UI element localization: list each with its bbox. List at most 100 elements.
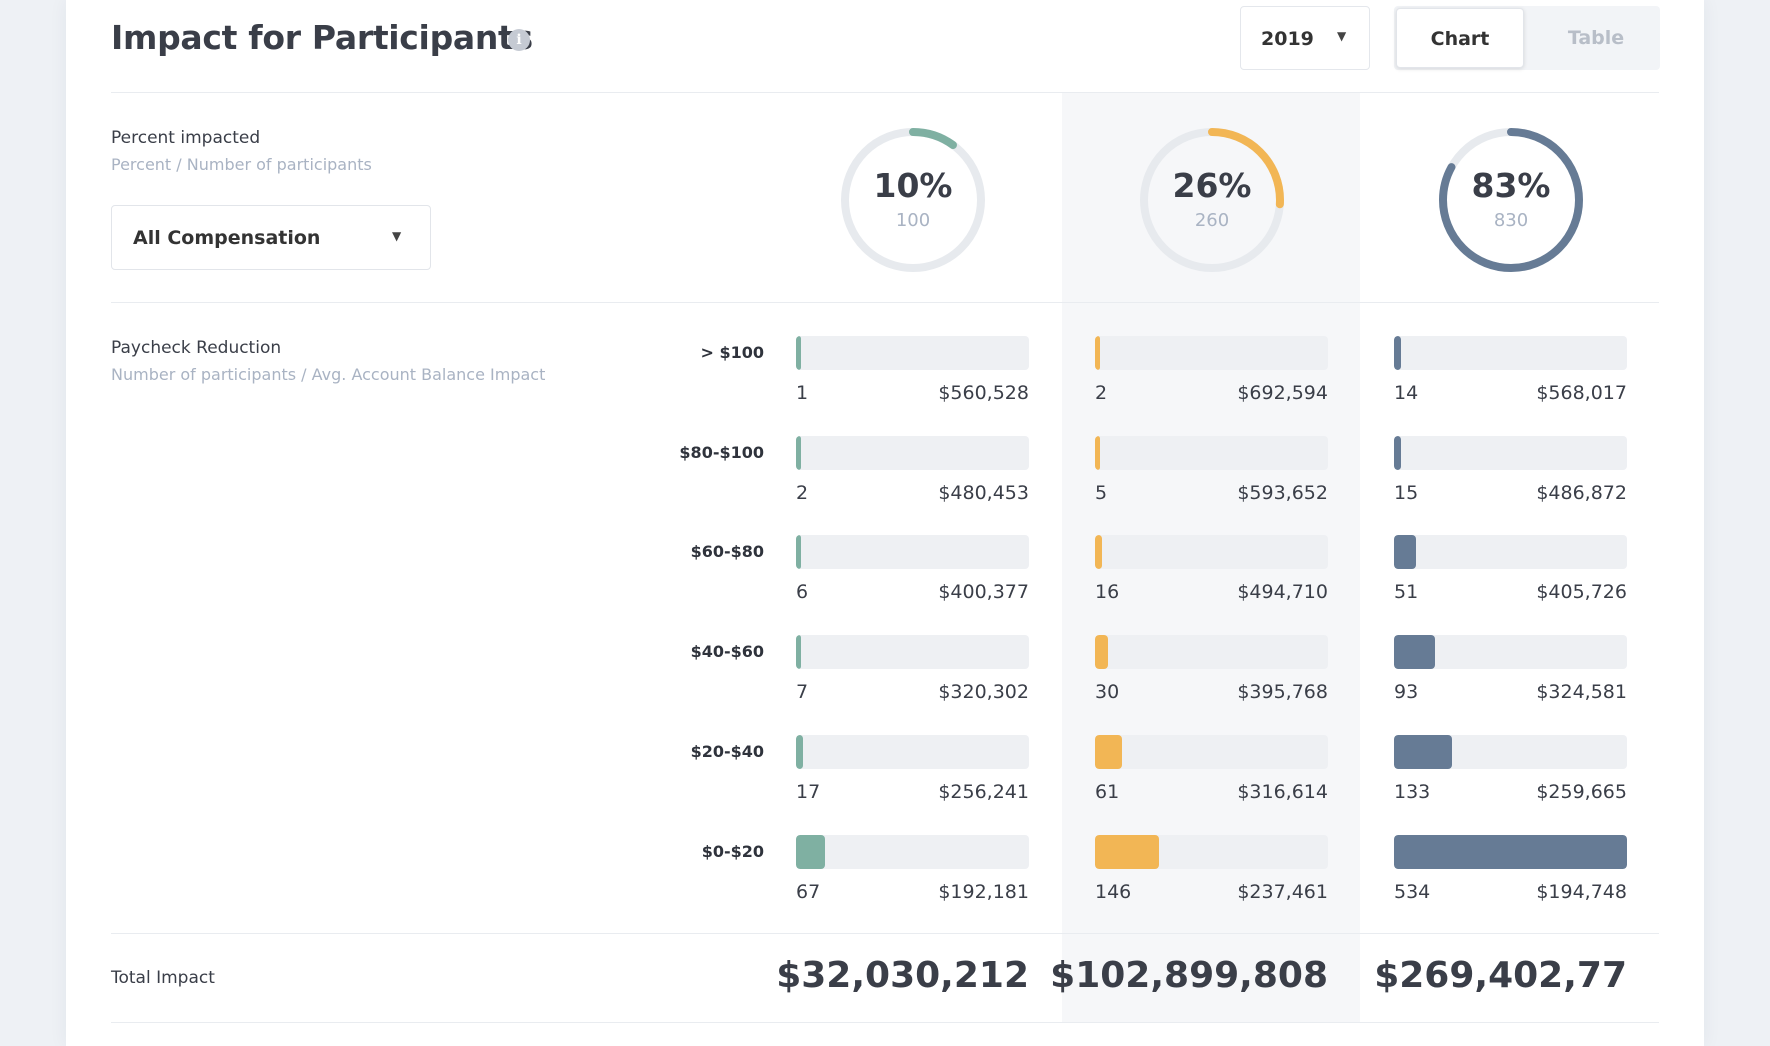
participant-count: 15: [1394, 482, 1419, 504]
chart-tab[interactable]: Chart: [1396, 8, 1524, 68]
bar-track: [796, 436, 1029, 470]
bar-track: [796, 735, 1029, 769]
donut-arc: [1140, 128, 1284, 272]
bar-fill: [1095, 436, 1100, 470]
band-label: $80-$100: [679, 443, 764, 462]
bar-track: [796, 635, 1029, 669]
impact-card: [66, 0, 1704, 1046]
avg-balance-impact: $486,872: [1536, 482, 1627, 504]
info-icon[interactable]: i: [508, 29, 530, 51]
bar-fill: [796, 436, 801, 470]
bar-fill: [1394, 635, 1435, 669]
bar-fill: [796, 735, 803, 769]
paycheck-reduction-sublabel: Number of participants / Avg. Account Ba…: [111, 365, 546, 384]
avg-balance-impact: $560,528: [938, 382, 1029, 404]
bar-track: [1394, 336, 1627, 370]
donut-participants: 100: [895, 210, 931, 231]
bar-track: [1095, 436, 1328, 470]
total-impact-label: Total Impact: [111, 968, 215, 988]
participant-count: 1: [796, 382, 809, 404]
avg-balance-impact: $568,017: [1536, 382, 1627, 404]
band-label: $0-$20: [701, 842, 764, 861]
bar-fill: [1394, 436, 1401, 470]
bar-fill: [1095, 835, 1159, 869]
participant-count: 51: [1394, 581, 1419, 603]
avg-balance-impact: $494,710: [1237, 581, 1328, 603]
participant-count: 6: [796, 581, 809, 603]
donut-arc: [841, 128, 985, 272]
participant-count: 2: [796, 482, 809, 504]
avg-balance-impact: $237,461: [1237, 881, 1328, 903]
caret-down-icon: ▼: [1337, 29, 1347, 43]
avg-balance-impact: $316,614: [1237, 781, 1328, 803]
avg-balance-impact: $395,768: [1237, 681, 1328, 703]
participant-count: 7: [796, 681, 809, 703]
band-label: > $100: [700, 343, 764, 362]
divider: [111, 1022, 1659, 1023]
donut-participants: 830: [1493, 210, 1529, 231]
bar-fill: [1095, 635, 1108, 669]
donut-ring: [1140, 128, 1284, 272]
divider: [111, 92, 1659, 93]
bar-fill: [796, 336, 801, 370]
participant-count: 30: [1095, 681, 1120, 703]
avg-balance-impact: $593,652: [1237, 482, 1328, 504]
donut-percent: 10%: [873, 166, 953, 205]
donut-ring: [1439, 128, 1583, 272]
divider: [111, 933, 1659, 934]
avg-balance-impact: $194,748: [1536, 881, 1627, 903]
page-title: Impact for Participants: [111, 18, 533, 57]
participant-count: 93: [1394, 681, 1419, 703]
participant-count: 17: [796, 781, 821, 803]
participant-count: 2: [1095, 382, 1108, 404]
percent-impacted-label: Percent impacted: [111, 128, 261, 148]
participant-count: 16: [1095, 581, 1120, 603]
percent-donut: 83% 830: [1433, 122, 1589, 278]
donut-percent: 26%: [1172, 166, 1252, 205]
avg-balance-impact: $400,377: [938, 581, 1029, 603]
avg-balance-impact: $324,581: [1536, 681, 1627, 703]
bar-track: [1394, 835, 1627, 869]
bar-track: [1095, 635, 1328, 669]
bar-track: [1394, 635, 1627, 669]
bar-track: [1394, 535, 1627, 569]
bar-fill: [1095, 735, 1122, 769]
bar-fill: [1394, 835, 1627, 869]
caret-down-icon: ▼: [392, 229, 402, 243]
bar-track: [1394, 436, 1627, 470]
bar-fill: [796, 635, 801, 669]
bar-fill: [1394, 336, 1401, 370]
bar-fill: [796, 535, 801, 569]
total-impact-value: $32,030,212: [776, 955, 1029, 996]
bar-track: [1095, 735, 1328, 769]
percent-donut: 10% 100: [835, 122, 991, 278]
donut-percent: 83%: [1471, 166, 1551, 205]
year-select-value: 2019: [1261, 28, 1314, 50]
donut-arc: [1439, 128, 1583, 272]
percent-impacted-sublabel: Percent / Number of participants: [111, 155, 372, 174]
bar-fill: [1095, 336, 1100, 370]
bar-track: [796, 535, 1029, 569]
avg-balance-impact: $256,241: [938, 781, 1029, 803]
table-tab[interactable]: Table: [1567, 27, 1625, 49]
bar-track: [796, 336, 1029, 370]
band-label: $60-$80: [690, 542, 764, 561]
percent-donut: 26% 260: [1134, 122, 1290, 278]
avg-balance-impact: $259,665: [1536, 781, 1627, 803]
bar-track: [1394, 735, 1627, 769]
bar-fill: [1394, 535, 1416, 569]
participant-count: 61: [1095, 781, 1120, 803]
paycheck-reduction-label: Paycheck Reduction: [111, 338, 282, 358]
bar-fill: [1095, 535, 1102, 569]
total-impact-value: $269,402,77: [1374, 955, 1627, 996]
divider: [111, 302, 1659, 303]
year-select[interactable]: 2019 ▼: [1240, 6, 1370, 70]
donut-participants: 260: [1194, 210, 1230, 231]
compensation-select[interactable]: All Compensation ▼: [111, 205, 431, 270]
bar-fill: [1394, 735, 1452, 769]
avg-balance-impact: $480,453: [938, 482, 1029, 504]
band-label: $40-$60: [690, 642, 764, 661]
bar-track: [1095, 336, 1328, 370]
participant-count: 14: [1394, 382, 1419, 404]
avg-balance-impact: $405,726: [1536, 581, 1627, 603]
